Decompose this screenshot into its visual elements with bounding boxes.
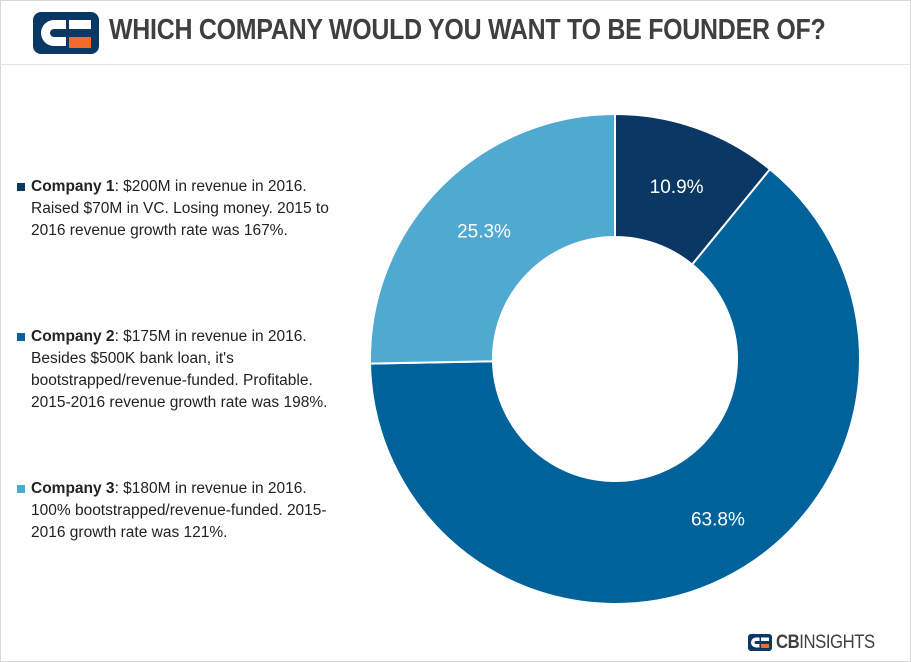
legend-text: Company 1: $200M in revenue in 2016. Rai… [31, 176, 337, 242]
donut-label-company-1: 10.9% [650, 177, 704, 198]
legend-description: : $175M in revenue in 2016. Besides $500… [31, 328, 328, 411]
header: WHICH COMPANY WOULD YOU WANT TO BE FOUND… [0, 0, 911, 64]
donut-slice-company-3 [369, 112, 616, 365]
brand-name-bold: CB [776, 632, 800, 653]
legend-item-company-3: Company 3: $180M in revenue in 2016. 100… [17, 478, 337, 544]
legend-description: : $200M in revenue in 2016. Raised $70M … [31, 178, 329, 239]
header-divider [0, 64, 911, 65]
page-title: WHICH COMPANY WOULD YOU WANT TO BE FOUND… [109, 14, 826, 46]
donut-chart: 10.9% 63.8% 25.3% [369, 112, 861, 605]
donut-slice-company-2 [369, 167, 861, 605]
legend-text: Company 3: $180M in revenue in 2016. 100… [31, 478, 337, 544]
legend-swatch-company-1 [17, 183, 25, 191]
cb-insights-logo-icon [33, 12, 99, 54]
legend-swatch-company-2 [17, 333, 25, 341]
legend-name: Company 1 [31, 178, 115, 195]
donut-label-company-2: 63.8% [691, 510, 745, 531]
brand-wordmark: CBINSIGHTS [776, 632, 875, 654]
brand-name-rest: INSIGHTS [799, 632, 875, 653]
cb-insights-mark-icon [748, 634, 772, 651]
legend-name: Company 3 [31, 480, 115, 497]
legend-name: Company 2 [31, 328, 115, 345]
legend-item-company-1: Company 1: $200M in revenue in 2016. Rai… [17, 176, 337, 242]
legend-description: : $180M in revenue in 2016. 100% bootstr… [31, 480, 327, 541]
legend-swatch-company-3 [17, 485, 25, 493]
legend-text: Company 2: $175M in revenue in 2016. Bes… [31, 326, 337, 414]
legend-item-company-2: Company 2: $175M in revenue in 2016. Bes… [17, 326, 337, 414]
donut-label-company-3: 25.3% [457, 221, 511, 242]
